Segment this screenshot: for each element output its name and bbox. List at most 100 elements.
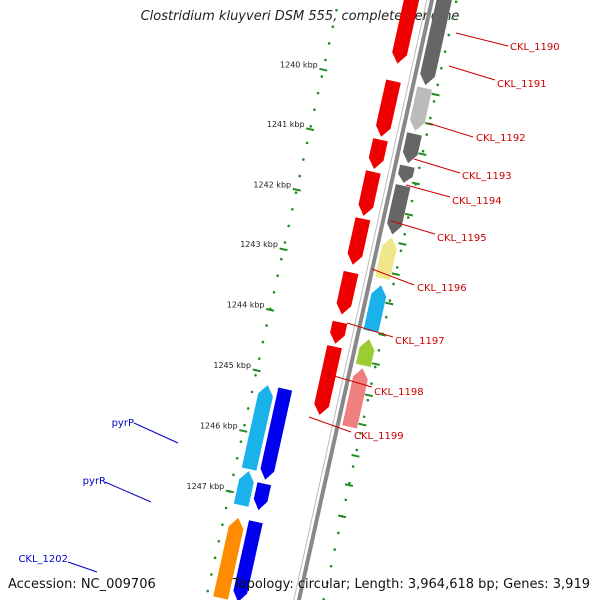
gene-arrow <box>368 138 388 169</box>
gene-label: pyrP <box>112 418 134 429</box>
kbp-tick <box>252 368 261 373</box>
gene-arrow <box>420 0 452 86</box>
inner-ring-dot <box>344 498 348 502</box>
gene-label: CKL_1199 <box>354 431 404 442</box>
inner-ring-dot <box>399 249 403 253</box>
kbp-tick <box>239 429 248 433</box>
inner-ring-dot <box>454 0 458 4</box>
inner-ring-tick <box>351 453 360 458</box>
gene-label: CKL_1194 <box>452 196 502 207</box>
kbp-tick <box>292 187 301 192</box>
gene-label-leader <box>390 220 436 235</box>
gene-label: CKL_1197 <box>395 336 445 347</box>
kbp-tick-label: 1245 kbp <box>213 361 251 370</box>
inner-ring-dot <box>333 548 337 551</box>
outer-ring-dot <box>213 556 217 560</box>
kbp-tick <box>279 247 288 252</box>
outer-ring-dot <box>232 473 235 477</box>
gene-label: CKL_1198 <box>374 387 424 398</box>
gene-arrow <box>410 86 432 131</box>
inner-ring-dot <box>359 432 362 435</box>
gene-arrow <box>241 385 273 471</box>
gene-arrow <box>330 320 348 344</box>
gene-arrow <box>375 237 397 281</box>
outer-ring-dot <box>272 290 276 294</box>
kbp-tick-label: 1246 kbp <box>200 422 238 431</box>
outer-ring-dot <box>335 8 338 12</box>
outer-ring-dot <box>331 25 335 29</box>
outer-ring-dot <box>316 91 320 95</box>
gene-label-leader <box>308 416 352 433</box>
gene-arrow <box>363 285 387 333</box>
inner-ring-dot <box>403 232 406 236</box>
inner-ring-dot <box>407 216 410 219</box>
gene-label-leader <box>455 32 509 47</box>
inner-ring-dot <box>432 100 436 103</box>
outer-ring-dot <box>250 390 254 394</box>
backbone-line <box>296 0 435 600</box>
gene-arrow <box>398 164 415 183</box>
kbp-tick-label: 1247 kbp <box>187 482 225 491</box>
gene-arrow <box>314 345 342 415</box>
inner-ring-dot <box>447 33 451 37</box>
outer-ring-dot <box>243 423 246 427</box>
gene-label-leader <box>413 158 461 174</box>
gene-arrow <box>233 471 254 507</box>
inner-ring-tick <box>391 272 400 277</box>
outer-ring-dot <box>276 274 279 277</box>
kbp-tick-label: 1243 kbp <box>240 240 278 249</box>
gene-arrow <box>253 482 272 511</box>
gene-label: CKL_1195 <box>437 233 487 244</box>
gene-label-leader <box>67 561 98 573</box>
kbp-tick-label: 1242 kbp <box>253 180 291 189</box>
outer-ring-dot <box>235 456 239 460</box>
inner-ring-tick <box>411 181 420 186</box>
inner-ring-tick <box>398 242 407 246</box>
inner-ring-dot <box>377 349 381 352</box>
inner-ring-dot <box>436 83 440 87</box>
label-layer: CKL_1190 CKL_1191 CKL_1192 CKL_1193 CKL_1194… <box>18 32 560 573</box>
gene-arrow <box>213 517 244 600</box>
outer-ring-dot <box>294 191 298 195</box>
map-title: Clostridium kluyveri DSM 555, complete g… <box>140 9 460 24</box>
kbp-tick-label: 1241 kbp <box>267 120 305 129</box>
inner-ring-tick <box>344 483 354 487</box>
inner-ring-tick <box>404 212 414 217</box>
outer-ring-dot <box>224 506 228 510</box>
inner-ring-tick <box>378 332 387 337</box>
outer-ring-dot <box>265 324 268 327</box>
gene-arrow <box>376 79 401 137</box>
inner-ring-tick <box>358 422 367 427</box>
outer-ring-dot <box>320 75 324 78</box>
gene-label: CKL_1190 <box>510 42 560 53</box>
outer-ring-dot <box>313 108 316 112</box>
inner-ring-dot <box>410 199 414 203</box>
inner-ring-dot <box>429 116 432 120</box>
outer-ring-dot <box>261 340 265 344</box>
gene-label-leader <box>133 422 179 444</box>
inner-ring-dot <box>443 50 447 53</box>
inner-ring-dot <box>388 299 392 302</box>
inner-ring-dot <box>351 465 355 468</box>
kbp-tick <box>225 489 234 494</box>
inner-ring-tick <box>385 301 394 306</box>
backbone-inner-line <box>293 0 428 600</box>
outer-ring-dot <box>210 573 213 576</box>
outer-ring-dot <box>291 208 294 211</box>
tick-layer: 1240 kbp 1241 kbp 1242 kbp 1243 kbp 1244 kbp… <box>187 0 458 600</box>
kbp-tick <box>305 127 315 132</box>
inner-ring-dot <box>451 17 454 20</box>
inner-ring-dot <box>362 415 366 419</box>
inner-ring-dot <box>355 448 359 452</box>
inner-ring-tick <box>371 362 380 366</box>
gene-label-leader <box>448 65 496 81</box>
inner-ring-tick <box>418 152 427 156</box>
outer-ring-dot <box>287 224 290 228</box>
inner-ring-dot <box>384 315 388 319</box>
inner-ring-dot <box>395 266 399 269</box>
backbone-layer <box>293 0 435 600</box>
kbp-tick <box>265 308 275 312</box>
gene-arrow <box>336 270 359 315</box>
accession-text: Accession: NC_009706 <box>8 577 156 592</box>
feature-layer <box>213 0 452 600</box>
